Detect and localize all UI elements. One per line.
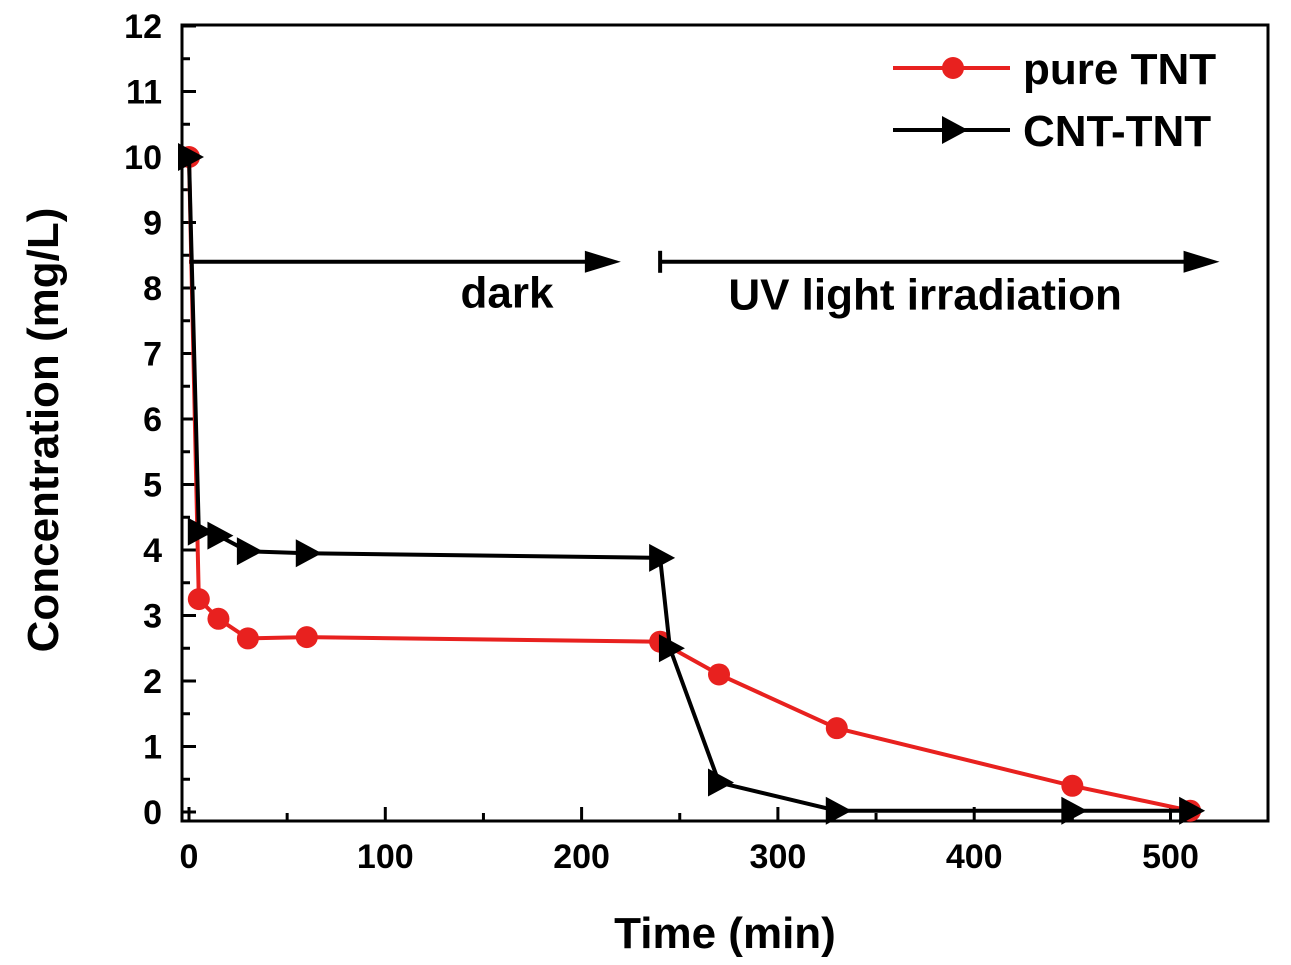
- y-tick-label: 12: [124, 8, 162, 46]
- data-point: [207, 521, 234, 550]
- data-point: [236, 537, 263, 566]
- annotation-arrow-head: [584, 250, 621, 273]
- data-point: [658, 634, 685, 663]
- y-tick-label: 9: [143, 205, 162, 243]
- y-tick-label: 2: [143, 663, 162, 701]
- data-point: [295, 539, 322, 568]
- data-point: [187, 517, 214, 546]
- x-tick-label: 400: [946, 838, 1003, 876]
- data-point: [942, 57, 964, 79]
- data-point: [187, 588, 210, 611]
- y-axis-title: Concentration (mg/L): [19, 208, 68, 653]
- y-tick-label: 7: [143, 336, 162, 374]
- x-axis-title: Time (min): [614, 909, 836, 958]
- y-tick-label: 0: [143, 794, 162, 832]
- y-tick-label: 10: [124, 139, 162, 177]
- data-point: [1179, 796, 1206, 825]
- data-point: [1061, 774, 1084, 797]
- y-tick-label: 11: [126, 74, 162, 112]
- x-tick-label: 100: [357, 838, 414, 876]
- data-point: [825, 717, 848, 740]
- data-point: [295, 626, 318, 649]
- series-line: [187, 156, 1191, 813]
- legend: pure TNT CNT-TNT: [893, 45, 1216, 156]
- x-tick-label: 0: [180, 838, 199, 876]
- y-tick-label: 5: [143, 467, 162, 505]
- legend-label: CNT-TNT: [1023, 107, 1211, 156]
- plot-frame: [180, 23, 1270, 823]
- y-tick-label: 3: [143, 598, 162, 636]
- data-point: [649, 543, 676, 572]
- x-tick-label: 300: [750, 838, 807, 876]
- data-point: [178, 143, 204, 171]
- annotation-label: UV light irradiation: [728, 271, 1122, 320]
- y-tick-label: 1: [143, 729, 162, 767]
- annotation-arrow-head: [1183, 250, 1220, 273]
- x-tick-label: 500: [1142, 838, 1199, 876]
- x-tick-label: 200: [553, 838, 610, 876]
- y-tick-label: 8: [143, 270, 162, 308]
- legend-label: pure TNT: [1023, 45, 1216, 94]
- data-point: [1061, 796, 1088, 825]
- series-layer: [178, 143, 1206, 825]
- annotation-label: dark: [461, 269, 554, 318]
- data-point: [708, 768, 735, 797]
- data-point: [207, 607, 230, 630]
- data-point: [942, 116, 968, 144]
- data-point: [825, 796, 852, 825]
- annotations: dark UV light irradiation: [189, 250, 1220, 320]
- y-tick-label: 6: [143, 401, 162, 439]
- series-line: [187, 156, 1191, 813]
- data-point: [236, 627, 259, 650]
- y-tick-label: 4: [143, 532, 162, 570]
- data-point: [708, 663, 731, 686]
